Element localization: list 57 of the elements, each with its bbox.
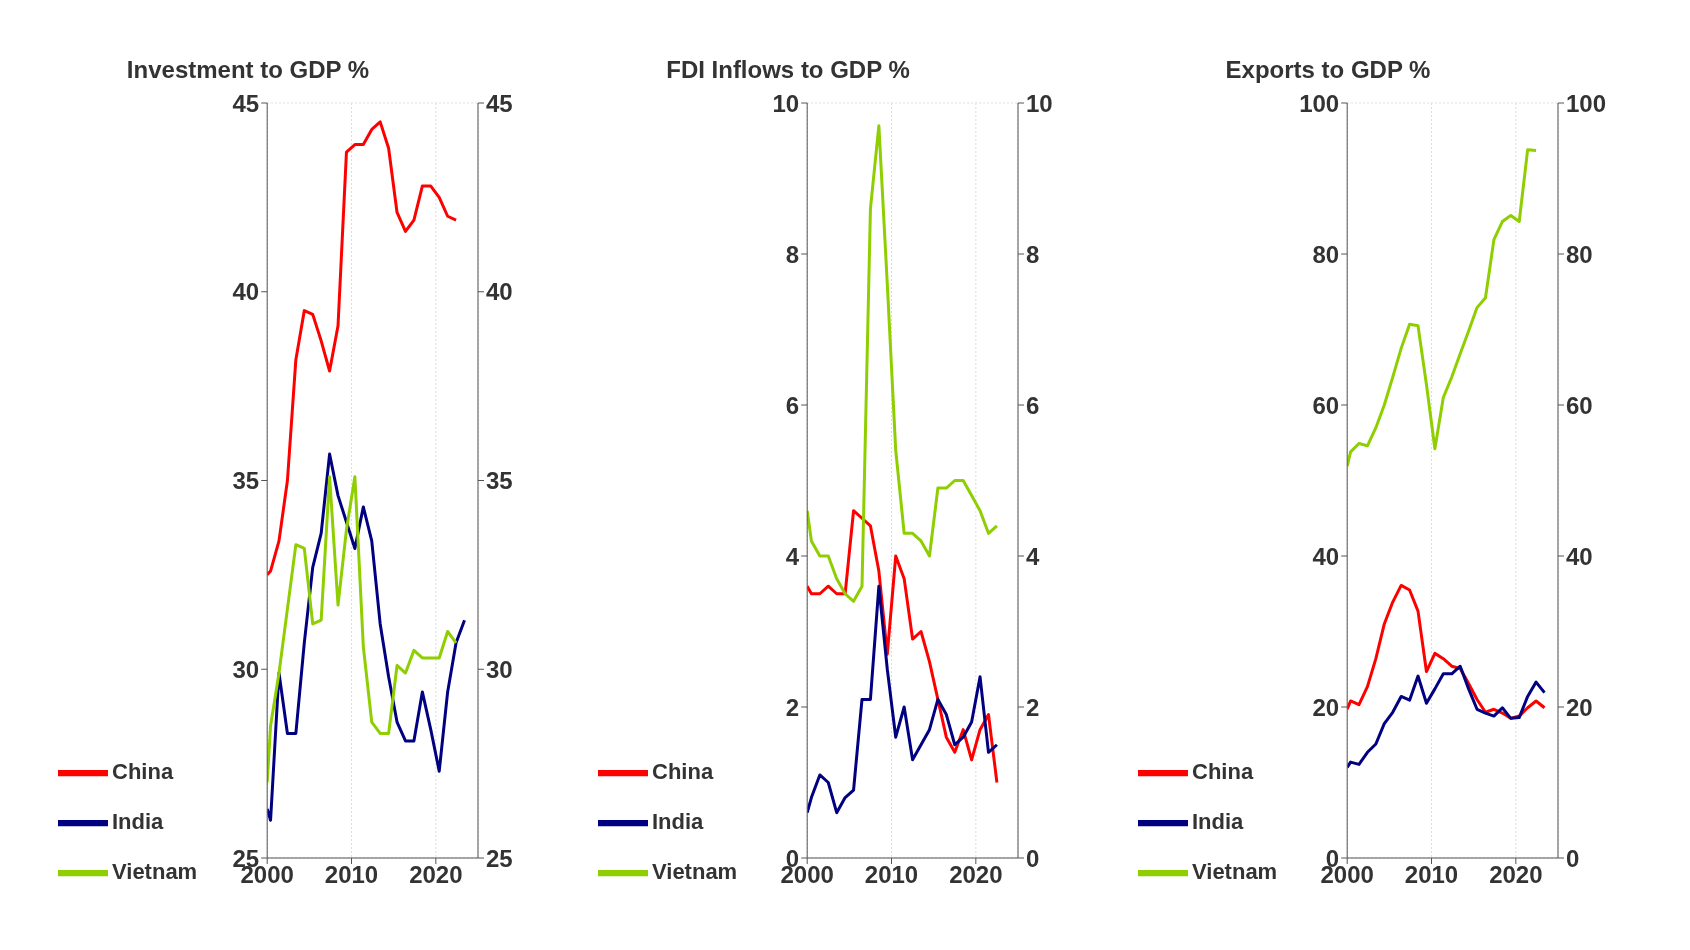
y-tick-label: 35 xyxy=(232,467,260,495)
y-tick-label: 80 xyxy=(1312,240,1340,268)
y-tick-label: 6 xyxy=(785,391,800,419)
y2-tick-label: 30 xyxy=(486,655,513,683)
y-tick-label: 20 xyxy=(1312,693,1340,721)
x-tick-label: 2010 xyxy=(324,861,379,889)
y-tick-label: 100 xyxy=(1299,89,1340,117)
line-series xyxy=(267,475,458,784)
y-tick-label: 40 xyxy=(232,278,260,306)
y2-tick-label: 2 xyxy=(1026,693,1040,721)
y-tick-label: 8 xyxy=(785,240,800,268)
legend-label: India xyxy=(1192,808,1244,834)
x-tick-label: 2020 xyxy=(1489,861,1543,889)
x-tick-label: 2020 xyxy=(409,861,463,889)
y2-tick-label: 25 xyxy=(486,844,513,872)
y-tick-label: 30 xyxy=(232,655,260,683)
y2-tick-label: 60 xyxy=(1566,391,1593,419)
y2-tick-label: 4 xyxy=(1026,542,1040,570)
x-tick-label: 2010 xyxy=(864,861,919,889)
y2-tick-label: 0 xyxy=(1566,844,1580,872)
y2-tick-label: 20 xyxy=(1566,693,1593,721)
legend-label: China xyxy=(652,758,714,784)
line-series xyxy=(1347,664,1547,769)
y2-tick-label: 8 xyxy=(1026,240,1040,268)
legend-label: India xyxy=(112,808,164,834)
chart-title: Exports to GDP % xyxy=(1224,56,1432,84)
y2-tick-label: 6 xyxy=(1026,391,1040,419)
line-series xyxy=(1347,148,1538,468)
y-tick-label: 60 xyxy=(1312,391,1340,419)
chart-title: FDI Inflows to GDP % xyxy=(665,56,911,84)
legend-label: Vietnam xyxy=(112,858,198,884)
y2-tick-label: 0 xyxy=(1026,844,1040,872)
y2-tick-label: 45 xyxy=(486,89,513,117)
y2-tick-label: 10 xyxy=(1026,89,1053,117)
legend-label: China xyxy=(1192,758,1254,784)
y2-tick-label: 35 xyxy=(486,467,513,495)
legend-label: Vietnam xyxy=(1192,858,1278,884)
y-tick-label: 40 xyxy=(1312,542,1340,570)
y-tick-label: 45 xyxy=(232,89,260,117)
y2-tick-label: 100 xyxy=(1566,89,1607,117)
chart-title: Investment to GDP % xyxy=(125,56,371,84)
y-tick-label: 10 xyxy=(772,89,800,117)
x-tick-label: 2010 xyxy=(1404,861,1459,889)
legend-label: Vietnam xyxy=(652,858,738,884)
line-series xyxy=(807,509,999,784)
x-tick-label: 2020 xyxy=(949,861,1003,889)
y2-tick-label: 40 xyxy=(1566,542,1593,570)
line-series xyxy=(267,452,467,822)
line-series xyxy=(267,120,458,577)
y2-tick-label: 80 xyxy=(1566,240,1593,268)
legend-label: China xyxy=(112,758,174,784)
line-series xyxy=(807,124,999,603)
legend-label: India xyxy=(652,808,704,834)
y-tick-label: 4 xyxy=(785,542,800,570)
y2-tick-label: 40 xyxy=(486,278,513,306)
line-series xyxy=(807,584,999,815)
y-tick-label: 2 xyxy=(785,693,800,721)
